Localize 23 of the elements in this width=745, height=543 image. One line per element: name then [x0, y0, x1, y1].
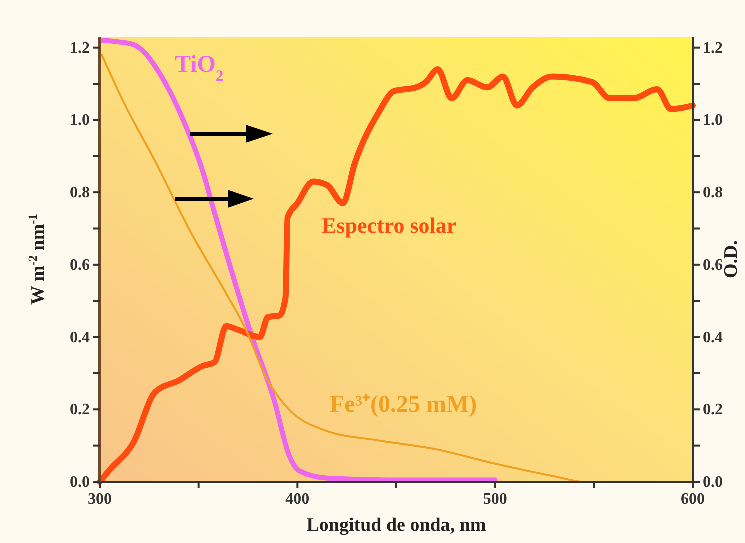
series-label: Fe³⁺(0.25 mM) — [330, 392, 478, 418]
y-tick-label: 0.6 — [70, 256, 90, 274]
x-axis-title: Longitud de onda, nm — [306, 515, 486, 536]
y2-tick-label: 0.4 — [703, 329, 723, 346]
y2-axis-title: O.D. — [721, 240, 742, 278]
y2-tick-label: 0.6 — [703, 256, 723, 274]
series-label: Espectro solar — [322, 213, 457, 238]
y2-tick-label: 0.8 — [703, 184, 723, 202]
y2-tick-label: 1.0 — [703, 112, 723, 130]
x-tick-label: 400 — [286, 491, 310, 508]
y2-tick-label: 1.2 — [703, 40, 723, 57]
y2-tick-label: 0.2 — [703, 402, 723, 419]
y-tick-label: 0.8 — [70, 184, 90, 202]
y2-tick-label: 0.0 — [703, 474, 723, 491]
y-tick-label: 1.2 — [70, 40, 90, 57]
series-label: TiO$_{2}$ — [175, 52, 224, 84]
y-tick-label: 0.0 — [70, 474, 90, 491]
y-tick-label: 0.2 — [70, 402, 90, 419]
y-tick-label: 1.0 — [70, 112, 90, 130]
x-tick-label: 300 — [88, 491, 112, 508]
y-tick-label: 0.4 — [70, 329, 90, 346]
x-tick-label: 500 — [483, 491, 508, 508]
x-tick-label: 600 — [681, 491, 705, 508]
